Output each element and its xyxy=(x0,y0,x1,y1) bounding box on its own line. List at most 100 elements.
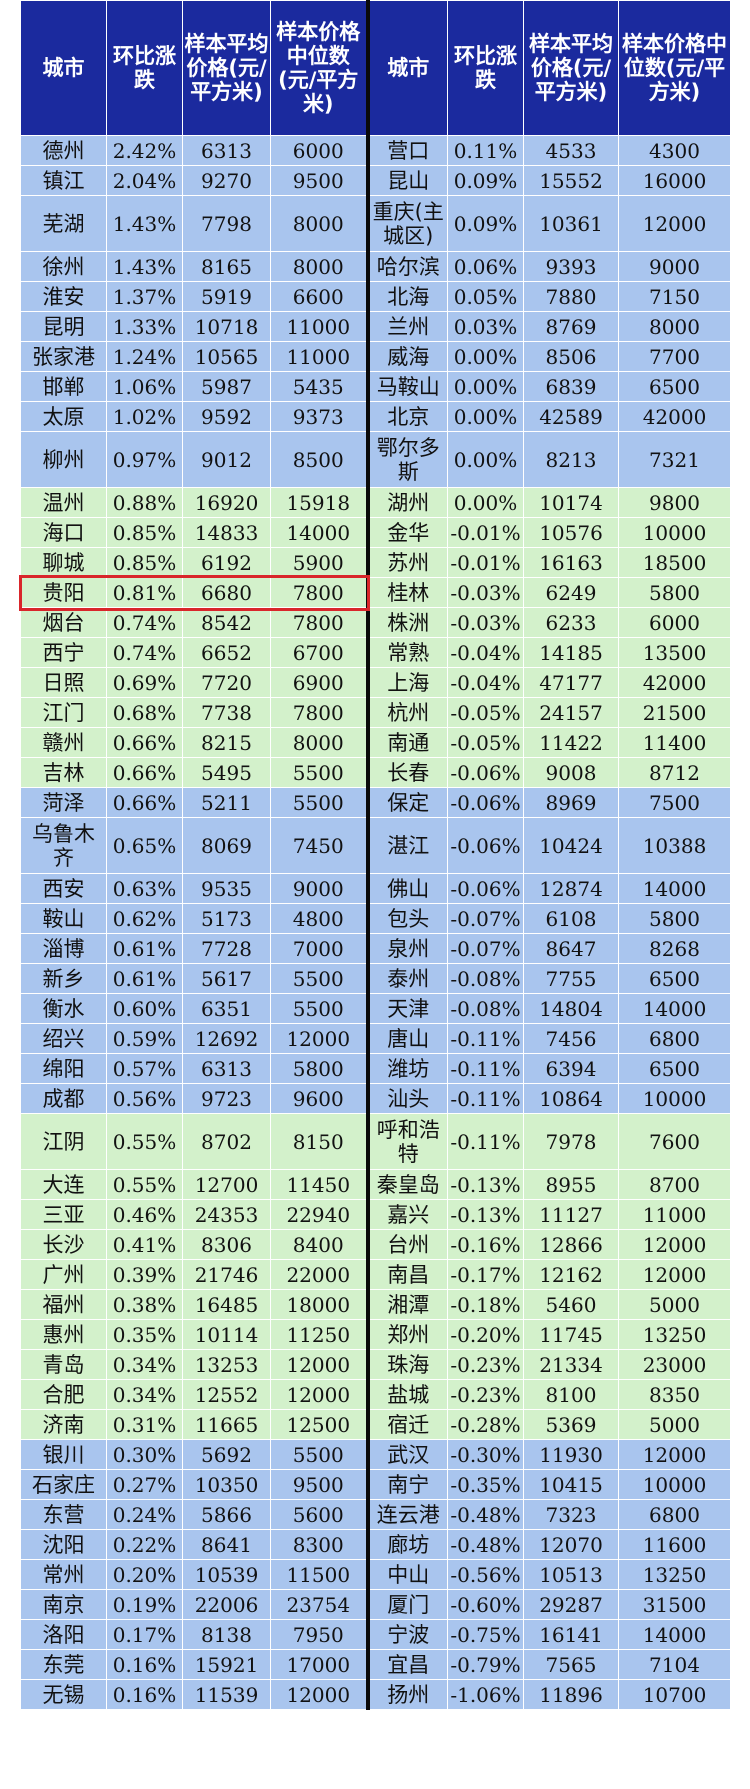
left-mom-change-cell: 0.74% xyxy=(106,607,183,638)
table-row: 西宁 0.74% 6652 6700 常熟 -0.04% 14185 13500 xyxy=(20,637,731,668)
left-city-cell: 惠州 xyxy=(20,1319,107,1350)
left-median-price-cell: 6700 xyxy=(270,637,370,668)
left-avg-price-cell: 16485 xyxy=(182,1289,271,1320)
left-mom-change-cell: 1.43% xyxy=(106,195,183,252)
right-median-price-cell: 6500 xyxy=(618,371,731,402)
left-city-cell: 成都 xyxy=(20,1083,107,1114)
right-city-cell: 呼和浩特 xyxy=(367,1113,448,1170)
left-avg-price-cell: 6680 xyxy=(182,577,271,608)
table-row: 烟台 0.74% 8542 7800 株洲 -0.03% 6233 6000 xyxy=(20,607,731,638)
right-mom-change-cell: -0.11% xyxy=(447,1083,524,1114)
table-row: 西安 0.63% 9535 9000 佛山 -0.06% 12874 14000 xyxy=(20,873,731,904)
right-city-cell: 厦门 xyxy=(367,1589,448,1620)
left-city-cell: 新乡 xyxy=(20,963,107,994)
right-median-price-cell: 7150 xyxy=(618,281,731,312)
left-city-cell: 邯郸 xyxy=(20,371,107,402)
left-city-cell: 张家港 xyxy=(20,341,107,372)
left-mom-change-cell: 0.27% xyxy=(106,1469,183,1500)
left-median-price-cell: 7800 xyxy=(270,607,370,638)
right-avg-price-cell: 10424 xyxy=(523,817,619,874)
right-city-cell: 南昌 xyxy=(367,1259,448,1290)
table-row: 绵阳 0.57% 6313 5800 潍坊 -0.11% 6394 6500 xyxy=(20,1053,731,1084)
left-mom-change-cell: 0.55% xyxy=(106,1169,183,1200)
right-mom-change-cell: -1.06% xyxy=(447,1679,524,1710)
right-median-price-cell: 5800 xyxy=(618,903,731,934)
left-mom-change-cell: 0.61% xyxy=(106,933,183,964)
left-median-price-cell: 9500 xyxy=(270,165,370,196)
right-avg-price-cell: 16163 xyxy=(523,547,619,578)
table-row: 绍兴 0.59% 12692 12000 唐山 -0.11% 7456 6800 xyxy=(20,1023,731,1054)
left-avg-price-cell: 6192 xyxy=(182,547,271,578)
left-city-cell: 温州 xyxy=(20,487,107,518)
right-city-cell: 武汉 xyxy=(367,1439,448,1470)
left-city-cell: 广州 xyxy=(20,1259,107,1290)
table-row: 惠州 0.35% 10114 11250 郑州 -0.20% 11745 13250 xyxy=(20,1319,731,1350)
table-row: 镇江 2.04% 9270 9500 昆山 0.09% 15552 16000 xyxy=(20,165,731,196)
table-row: 广州 0.39% 21746 22000 南昌 -0.17% 12162 12000 xyxy=(20,1259,731,1290)
right-avg-price-cell: 10415 xyxy=(523,1469,619,1500)
table-row: 无锡 0.16% 11539 12000 扬州 -1.06% 11896 10700 xyxy=(20,1679,731,1710)
table-row: 衡水 0.60% 6351 5500 天津 -0.08% 14804 14000 xyxy=(20,993,731,1024)
right-mom-change-cell: -0.48% xyxy=(447,1499,524,1530)
right-city-cell: 嘉兴 xyxy=(367,1199,448,1230)
left-median-price-cell: 18000 xyxy=(270,1289,370,1320)
right-avg-price-cell: 8969 xyxy=(523,787,619,818)
left-mom-change-cell: 0.46% xyxy=(106,1199,183,1230)
right-avg-price-cell: 11896 xyxy=(523,1679,619,1710)
right-mom-change-cell: -0.11% xyxy=(447,1053,524,1084)
left-median-price-cell: 8500 xyxy=(270,431,370,488)
left-mom-change-cell: 0.68% xyxy=(106,697,183,728)
right-avg-price-cell: 47177 xyxy=(523,667,619,698)
right-mom-change-cell: -0.35% xyxy=(447,1469,524,1500)
left-median-price-cell: 11500 xyxy=(270,1559,370,1590)
right-mom-change-cell: -0.17% xyxy=(447,1259,524,1290)
right-avg-price-cell: 6839 xyxy=(523,371,619,402)
header-median-price-left: 样本价格中位数(元/平方米) xyxy=(270,0,370,136)
right-city-cell: 金华 xyxy=(367,517,448,548)
left-avg-price-cell: 11665 xyxy=(182,1409,271,1440)
left-median-price-cell: 8400 xyxy=(270,1229,370,1260)
left-avg-price-cell: 11539 xyxy=(182,1679,271,1710)
right-median-price-cell: 8000 xyxy=(618,311,731,342)
right-mom-change-cell: 0.06% xyxy=(447,251,524,282)
left-median-price-cell: 9500 xyxy=(270,1469,370,1500)
header-mom-change-right: 环比涨跌 xyxy=(447,0,524,136)
right-city-cell: 泉州 xyxy=(367,933,448,964)
left-mom-change-cell: 0.66% xyxy=(106,787,183,818)
right-city-cell: 汕头 xyxy=(367,1083,448,1114)
table-row: 海口 0.85% 14833 14000 金华 -0.01% 10576 10000 xyxy=(20,517,731,548)
right-city-cell: 天津 xyxy=(367,993,448,1024)
left-median-price-cell: 8000 xyxy=(270,195,370,252)
left-city-cell: 德州 xyxy=(20,135,107,166)
left-mom-change-cell: 0.16% xyxy=(106,1649,183,1680)
right-avg-price-cell: 6233 xyxy=(523,607,619,638)
right-avg-price-cell: 7565 xyxy=(523,1649,619,1680)
left-city-cell: 西安 xyxy=(20,873,107,904)
left-avg-price-cell: 22006 xyxy=(182,1589,271,1620)
right-mom-change-cell: 0.09% xyxy=(447,165,524,196)
left-median-price-cell: 8000 xyxy=(270,251,370,282)
left-avg-price-cell: 12692 xyxy=(182,1023,271,1054)
left-city-cell: 江门 xyxy=(20,697,107,728)
right-median-price-cell: 5000 xyxy=(618,1289,731,1320)
left-mom-change-cell: 0.81% xyxy=(106,577,183,608)
left-city-cell: 乌鲁木齐 xyxy=(20,817,107,874)
left-median-price-cell: 17000 xyxy=(270,1649,370,1680)
left-mom-change-cell: 0.97% xyxy=(106,431,183,488)
right-avg-price-cell: 4533 xyxy=(523,135,619,166)
left-median-price-cell: 9000 xyxy=(270,873,370,904)
right-median-price-cell: 42000 xyxy=(618,401,731,432)
table-row: 东莞 0.16% 15921 17000 宜昌 -0.79% 7565 7104 xyxy=(20,1649,731,1680)
table-row: 沈阳 0.22% 8641 8300 廊坊 -0.48% 12070 11600 xyxy=(20,1529,731,1560)
table-row: 常州 0.20% 10539 11500 中山 -0.56% 10513 13250 xyxy=(20,1559,731,1590)
left-median-price-cell: 12000 xyxy=(270,1349,370,1380)
left-median-price-cell: 11000 xyxy=(270,311,370,342)
right-avg-price-cell: 9393 xyxy=(523,251,619,282)
right-avg-price-cell: 8955 xyxy=(523,1169,619,1200)
right-median-price-cell: 16000 xyxy=(618,165,731,196)
right-median-price-cell: 10000 xyxy=(618,1469,731,1500)
table-row: 菏泽 0.66% 5211 5500 保定 -0.06% 8969 7500 xyxy=(20,787,731,818)
left-avg-price-cell: 5692 xyxy=(182,1439,271,1470)
right-median-price-cell: 12000 xyxy=(618,1259,731,1290)
